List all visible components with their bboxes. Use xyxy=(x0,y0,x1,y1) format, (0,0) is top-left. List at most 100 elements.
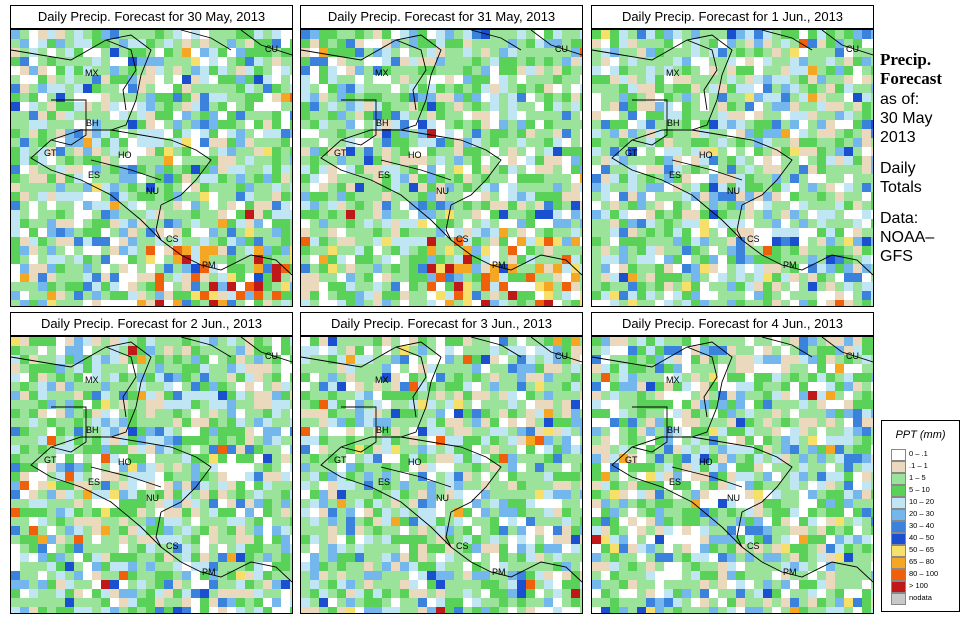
border xyxy=(400,436,502,513)
country-label-bh: BH xyxy=(667,425,680,435)
country-label-pm: PM xyxy=(783,260,797,270)
legend-label: 80 – 100 xyxy=(909,569,939,578)
country-label-bh: BH xyxy=(376,425,389,435)
legend-label: nodata xyxy=(909,593,932,602)
border xyxy=(691,436,793,513)
precip-map: MX BH GT HO ES NU CS PM CU xyxy=(591,336,874,614)
border xyxy=(691,129,793,206)
border xyxy=(400,129,502,206)
country-label-es: ES xyxy=(669,477,681,487)
country-label-mx: MX xyxy=(666,68,680,78)
country-label-ho: HO xyxy=(699,150,713,160)
legend-swatch xyxy=(891,461,906,473)
border xyxy=(761,30,813,51)
coastline xyxy=(105,39,137,111)
caption-totals: Totals xyxy=(880,179,922,196)
legend-swatch xyxy=(891,473,906,485)
caption-date-1: 30 May xyxy=(880,110,933,127)
country-label-nu: NU xyxy=(146,493,159,503)
border xyxy=(380,466,452,488)
country-label-pm: PM xyxy=(492,567,506,577)
precip-legend: PPT (mm) 0 – .1 .1 – 1 1 – 5 5 – 10 10 – 20 2… xyxy=(881,420,960,612)
border xyxy=(736,511,743,548)
country-label-bh: BH xyxy=(86,118,99,128)
border xyxy=(110,129,212,206)
border xyxy=(631,406,668,453)
forecast-panel-2: Daily Precip. Forecast for 31 May, 2013 M… xyxy=(300,5,583,307)
precip-grid-svg: MX BH GT HO ES NU CS PM CU xyxy=(11,337,292,613)
country-label-gt: GT xyxy=(625,148,638,158)
border xyxy=(445,511,452,548)
coastline xyxy=(105,346,137,418)
border xyxy=(50,99,87,146)
border xyxy=(530,30,582,56)
country-label-cu: CU xyxy=(265,44,278,54)
country-label-bh: BH xyxy=(376,118,389,128)
panel-title: Daily Precip. Forecast for 1 Jun., 2013 xyxy=(591,5,874,29)
border xyxy=(631,99,668,146)
coastline xyxy=(395,346,427,418)
legend-swatch xyxy=(891,581,906,593)
legend-label: > 100 xyxy=(909,581,928,590)
forecast-panel-4: Daily Precip. Forecast for 2 Jun., 2013 M… xyxy=(10,312,293,614)
country-label-cu: CU xyxy=(846,351,859,361)
precip-map: MX BH GT HO ES NU CS PM CU xyxy=(10,29,293,307)
country-label-es: ES xyxy=(378,477,390,487)
legend-label: 20 – 30 xyxy=(909,509,935,518)
country-label-gt: GT xyxy=(625,455,638,465)
legend-label: .1 – 1 xyxy=(909,461,928,470)
caption-daily: Daily xyxy=(880,160,916,177)
border xyxy=(736,204,743,241)
country-label-nu: NU xyxy=(436,186,449,196)
border xyxy=(445,204,452,241)
forecast-panel-1: Daily Precip. Forecast for 30 May, 2013 M… xyxy=(10,5,293,307)
border xyxy=(155,511,162,548)
country-label-es: ES xyxy=(88,477,100,487)
legend-swatch xyxy=(891,545,906,557)
panel-title: Daily Precip. Forecast for 31 May, 2013 xyxy=(300,5,583,29)
coastline xyxy=(11,34,292,276)
border xyxy=(380,159,452,181)
legend-swatch xyxy=(891,593,906,605)
country-label-cs: CS xyxy=(747,541,760,551)
country-label-bh: BH xyxy=(667,118,680,128)
border xyxy=(180,30,232,51)
legend-label: 0 – .1 xyxy=(909,449,928,458)
forecast-panel-5: Daily Precip. Forecast for 3 Jun., 2013 M… xyxy=(300,312,583,614)
coastline xyxy=(686,39,718,111)
country-label-es: ES xyxy=(88,170,100,180)
country-label-ho: HO xyxy=(408,150,422,160)
caption-data: Data: xyxy=(880,210,919,227)
legend-label: 5 – 10 xyxy=(909,485,930,494)
country-label-nu: NU xyxy=(727,493,740,503)
border xyxy=(340,99,377,146)
country-label-es: ES xyxy=(378,170,390,180)
country-label-mx: MX xyxy=(375,68,389,78)
panel-title: Daily Precip. Forecast for 30 May, 2013 xyxy=(10,5,293,29)
caption-date-2: 2013 xyxy=(880,129,916,146)
precip-map: MX BH GT HO ES NU CS PM CU xyxy=(300,29,583,307)
border xyxy=(821,337,873,363)
caption-source-1: NOAA– xyxy=(880,229,935,246)
coastline xyxy=(686,346,718,418)
border xyxy=(90,159,162,181)
border xyxy=(155,204,162,241)
panel-title: Daily Precip. Forecast for 2 Jun., 2013 xyxy=(10,312,293,336)
country-label-cu: CU xyxy=(555,44,568,54)
legend-swatch xyxy=(891,569,906,581)
legend-label: 1 – 5 xyxy=(909,473,926,482)
coastline xyxy=(592,341,873,583)
legend-label: 40 – 50 xyxy=(909,533,935,542)
coastline xyxy=(11,341,292,583)
country-label-ho: HO xyxy=(118,150,132,160)
panel-title: Daily Precip. Forecast for 4 Jun., 2013 xyxy=(591,312,874,336)
border xyxy=(90,466,162,488)
precip-map: MX BH GT HO ES NU CS PM CU xyxy=(10,336,293,614)
border xyxy=(50,406,87,453)
caption-source-2: GFS xyxy=(880,248,913,265)
country-label-ho: HO xyxy=(118,457,132,467)
forecast-panel-6: Daily Precip. Forecast for 4 Jun., 2013 M… xyxy=(591,312,874,614)
country-label-gt: GT xyxy=(44,455,57,465)
country-label-mx: MX xyxy=(375,375,389,385)
coastline xyxy=(592,34,873,276)
